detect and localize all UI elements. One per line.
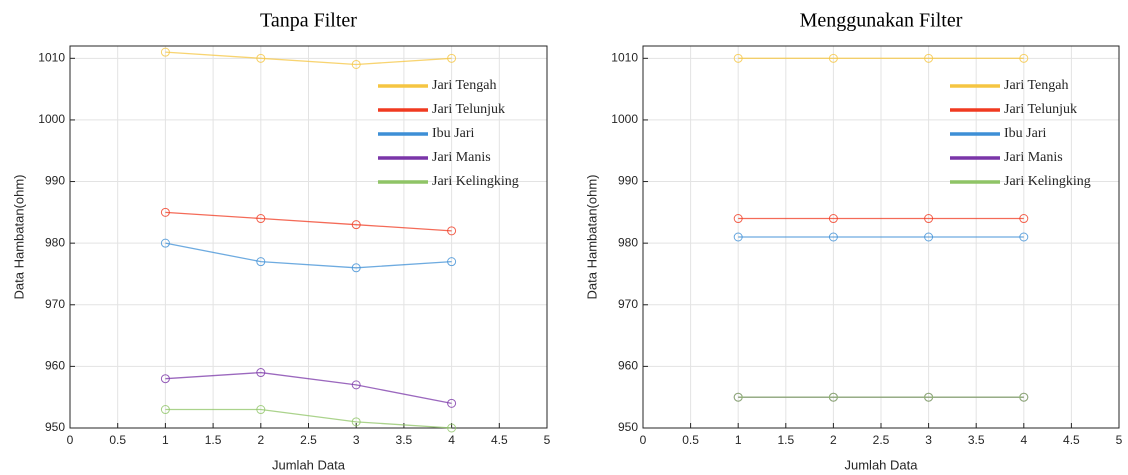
- data-point: [1019, 232, 1029, 242]
- data-point: [256, 257, 266, 267]
- data-point: [924, 232, 934, 242]
- y-tick-label: 950: [618, 420, 638, 434]
- x-tick-label: 4: [1020, 433, 1027, 447]
- y-tick-label: 970: [45, 297, 65, 311]
- x-axis-label: Jumlah Data: [845, 457, 919, 472]
- y-tick-label: 960: [45, 359, 65, 373]
- x-tick-label: 1.5: [205, 433, 222, 447]
- data-point: [160, 47, 170, 57]
- x-tick-label: 5: [544, 433, 551, 447]
- x-tick-label: 0.5: [682, 433, 699, 447]
- data-point: [256, 53, 266, 63]
- data-point: [351, 380, 361, 390]
- data-point: [160, 374, 170, 384]
- x-tick-label: 2.5: [873, 433, 890, 447]
- x-tick-label: 4: [448, 433, 455, 447]
- y-axis-label: Data Hambatan(ohm): [11, 175, 26, 300]
- x-tick-label: 5: [1116, 433, 1123, 447]
- legend-label: Jari Telunjuk: [1004, 102, 1077, 117]
- data-point: [256, 405, 266, 415]
- y-tick-label: 980: [618, 235, 638, 249]
- data-point: [828, 53, 838, 63]
- plot-frame: [642, 45, 1120, 429]
- y-tick-label: 990: [45, 174, 65, 188]
- y-tick-label: 1010: [38, 50, 65, 64]
- data-point: [924, 214, 934, 224]
- legend-label: Ibu Jari: [432, 126, 474, 141]
- legend-label: Jari Manis: [432, 150, 491, 165]
- y-tick-label: 950: [45, 420, 65, 434]
- x-tick-label: 3: [353, 433, 360, 447]
- x-tick-label: 0.5: [109, 433, 126, 447]
- data-point: [828, 392, 838, 402]
- data-point: [256, 368, 266, 378]
- y-tick-label: 990: [618, 174, 638, 188]
- x-tick-label: 3.5: [396, 433, 413, 447]
- data-point: [828, 232, 838, 242]
- x-tick-label: 1.5: [777, 433, 794, 447]
- x-axis-label: Jumlah Data: [272, 457, 346, 472]
- series-line: [165, 242, 452, 269]
- x-tick-label: 2: [830, 433, 837, 447]
- x-tick-label: 3.5: [968, 433, 985, 447]
- legend-label: Jari Tengah: [1004, 78, 1068, 93]
- legend-label: Jari Kelingking: [432, 174, 519, 189]
- data-point: [924, 53, 934, 63]
- legend-label: Jari Telunjuk: [432, 102, 505, 117]
- x-tick-label: 4.5: [1063, 433, 1080, 447]
- x-tick-label: 1: [735, 433, 742, 447]
- chart-title: Menggunakan Filter: [800, 10, 963, 32]
- x-tick-label: 2.5: [300, 433, 317, 447]
- data-point: [447, 257, 457, 267]
- x-tick-label: 4.5: [491, 433, 508, 447]
- data-point: [924, 392, 934, 402]
- data-point: [1019, 53, 1029, 63]
- y-tick-label: 980: [45, 235, 65, 249]
- series-line: [165, 371, 452, 404]
- chart-title: Tanpa Filter: [260, 10, 357, 32]
- data-point: [733, 214, 743, 224]
- legend-label: Jari Manis: [1004, 150, 1063, 165]
- y-tick-label: 1000: [611, 112, 638, 126]
- legend-label: Jari Tengah: [432, 78, 496, 93]
- data-point: [256, 214, 266, 224]
- data-point: [447, 226, 457, 236]
- data-point: [351, 417, 361, 427]
- series-line: [165, 408, 452, 429]
- data-point: [733, 232, 743, 242]
- data-point: [351, 59, 361, 69]
- x-tick-label: 2: [257, 433, 264, 447]
- plot-frame: [69, 45, 548, 429]
- legend-label: Jari Kelingking: [1004, 174, 1091, 189]
- data-point: [447, 398, 457, 408]
- y-tick-label: 1000: [38, 112, 65, 126]
- x-tick-label: 3: [925, 433, 932, 447]
- data-point: [447, 423, 457, 433]
- x-tick-label: 1: [162, 433, 169, 447]
- series-line: [165, 211, 452, 232]
- data-point: [351, 220, 361, 230]
- data-point: [1019, 214, 1029, 224]
- y-tick-label: 1010: [611, 50, 638, 64]
- y-axis-label: Data Hambatan(ohm): [584, 175, 599, 300]
- legend-label: Ibu Jari: [1004, 126, 1046, 141]
- data-point: [160, 405, 170, 415]
- x-tick-label: 0: [640, 433, 647, 447]
- data-point: [733, 53, 743, 63]
- data-point: [828, 214, 838, 224]
- series-line: [165, 51, 452, 66]
- data-point: [1019, 392, 1029, 402]
- x-tick-label: 0: [67, 433, 74, 447]
- data-point: [160, 207, 170, 217]
- y-tick-label: 960: [618, 359, 638, 373]
- data-point: [351, 263, 361, 273]
- data-point: [160, 238, 170, 248]
- y-tick-label: 970: [618, 297, 638, 311]
- data-point: [447, 53, 457, 63]
- data-point: [733, 392, 743, 402]
